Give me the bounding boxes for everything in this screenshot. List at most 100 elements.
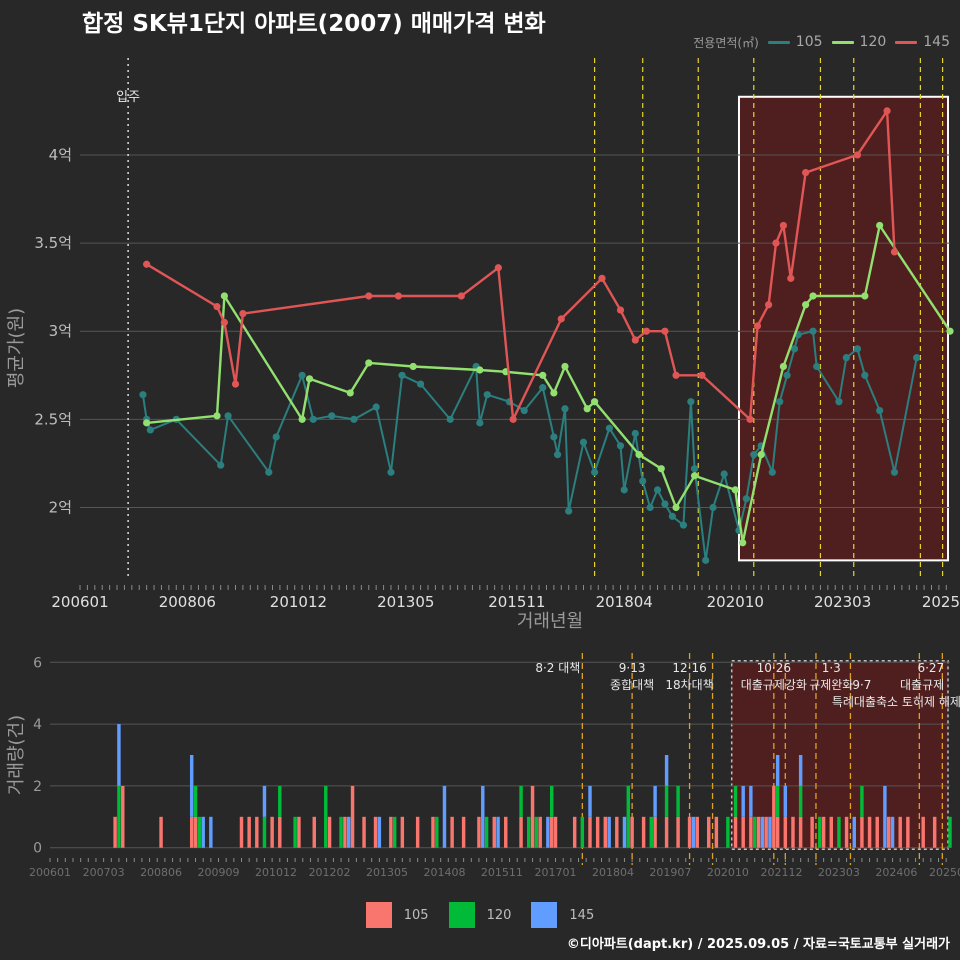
volume-bar-145 — [775, 755, 780, 786]
series-105-point — [416, 380, 425, 388]
volume-bar-120 — [626, 785, 631, 848]
volume-bar-105 — [477, 816, 481, 848]
move-in-label: 입주 — [116, 90, 140, 105]
volume-bar-105 — [733, 816, 738, 848]
volume-bar-120 — [324, 785, 328, 848]
series-145-point — [509, 415, 517, 423]
series-105-point — [565, 507, 573, 515]
volume-bar-145 — [546, 816, 550, 848]
volume-bar-120 — [293, 816, 297, 848]
volume-legend: 105 120 145 — [0, 900, 960, 930]
series-145-point — [365, 292, 373, 300]
policy-label: 6·27 대출규제 — [900, 661, 944, 692]
volume-bar-145 — [798, 755, 803, 786]
volume-bar-105 — [821, 816, 826, 848]
series-105-point — [139, 391, 147, 399]
volume-y-tick-label: 6 — [33, 655, 42, 671]
series-120-point — [672, 503, 680, 512]
series-105-point — [224, 412, 232, 420]
volume-legend-swatch-105 — [365, 902, 392, 928]
volume-bar-105 — [630, 816, 634, 848]
policy-label-text: 9·13 — [619, 661, 646, 675]
volume-bar-120 — [519, 785, 523, 817]
volume-legend-item-145: 145 — [531, 902, 594, 928]
volume-bar-105 — [588, 816, 592, 848]
series-105-point — [661, 500, 669, 508]
policy-label-text: 대출규제 — [900, 678, 944, 692]
series-120-point — [143, 419, 151, 427]
volume-bar-105 — [595, 816, 600, 848]
volume-bar-145 — [442, 785, 447, 848]
series-105-point — [272, 433, 280, 441]
volume-bar-120 — [775, 785, 780, 817]
series-105-point — [590, 468, 599, 476]
volume-bar-105 — [664, 816, 669, 848]
volume-bar-120 — [392, 816, 397, 848]
series-145-line — [145, 109, 896, 421]
series-145-point — [753, 322, 762, 330]
series-105-point — [579, 438, 588, 446]
series-145-point — [220, 318, 228, 327]
volume-bar-105 — [810, 816, 814, 848]
volume-bar-145 — [691, 816, 696, 848]
source-credit: ©디아파트(dapt.kr) / 2025.09.05 / 자료=국토교통부 실… — [566, 937, 950, 952]
series-145-point — [143, 260, 151, 268]
policy-label-text: 18차대책 — [665, 677, 713, 692]
policy-label-text: 6·27 — [917, 661, 944, 675]
volume-y-tick-label: 0 — [33, 841, 42, 857]
price-legend: 전용면적(㎡) 105 120 145 — [693, 32, 950, 52]
volume-bar-120 — [435, 816, 439, 848]
volume-x-tick-label: 202010 — [707, 866, 749, 879]
volume-bar-105 — [519, 816, 523, 848]
series-105-point — [709, 503, 717, 512]
volume-bar-105 — [572, 816, 577, 848]
series-120-point — [802, 301, 810, 309]
series-105-point — [620, 486, 628, 494]
volume-bar-145 — [664, 755, 669, 786]
volume-x-tick-label: 201305 — [366, 866, 408, 879]
series-120-point — [409, 362, 417, 371]
volume-bar-145 — [189, 755, 194, 817]
price-y-tick-label: 2억 — [49, 498, 72, 516]
series-145-point — [853, 151, 862, 159]
series-105-point — [809, 327, 817, 335]
volume-bar-120 — [534, 816, 539, 848]
legend-title: 전용면적(㎡) — [693, 35, 759, 50]
series-105-point — [720, 470, 728, 478]
series-145-point — [239, 309, 247, 318]
series-145-point — [779, 221, 788, 230]
volume-bar-120 — [676, 785, 680, 817]
volume-bar-105 — [504, 816, 508, 848]
volume-bar-105 — [553, 816, 558, 848]
volume-legend-label-145: 145 — [569, 907, 595, 923]
policy-label: 특례대출축소 토허제 해제 — [832, 695, 960, 709]
volume-bar-105 — [875, 816, 879, 848]
volume-legend-item-105: 105 — [365, 902, 429, 928]
volume-legend-swatch-120 — [448, 902, 475, 928]
policy-label: 1·3 규제완화 — [809, 661, 853, 692]
volume-bar-105 — [695, 816, 699, 848]
price-y-axis-title: 평균가(원) — [6, 308, 27, 388]
series-105-point — [768, 468, 776, 476]
series-105-point — [702, 556, 710, 564]
volume-x-tick-label: 201408 — [423, 866, 465, 879]
volume-bar-120 — [339, 816, 343, 848]
series-105-point — [835, 398, 843, 406]
volume-bar-105 — [492, 816, 496, 848]
series-105-line — [141, 330, 918, 562]
volume-legend-label-120: 120 — [486, 907, 512, 923]
volume-bar-105 — [844, 816, 849, 848]
series-105-point — [639, 477, 647, 485]
volume-bar-105 — [450, 816, 454, 848]
volume-x-tick-label: 202303 — [818, 866, 860, 879]
volume-bar-145 — [262, 785, 267, 817]
volume-bar-105 — [159, 816, 163, 848]
volume-bar-145 — [201, 816, 205, 848]
volume-bar-145 — [760, 816, 765, 848]
series-105-point — [853, 345, 862, 353]
series-105-point — [561, 405, 569, 413]
series-105-point — [890, 468, 899, 476]
volume-bar-145 — [622, 816, 627, 848]
volume-legend-label-105: 105 — [403, 907, 429, 923]
